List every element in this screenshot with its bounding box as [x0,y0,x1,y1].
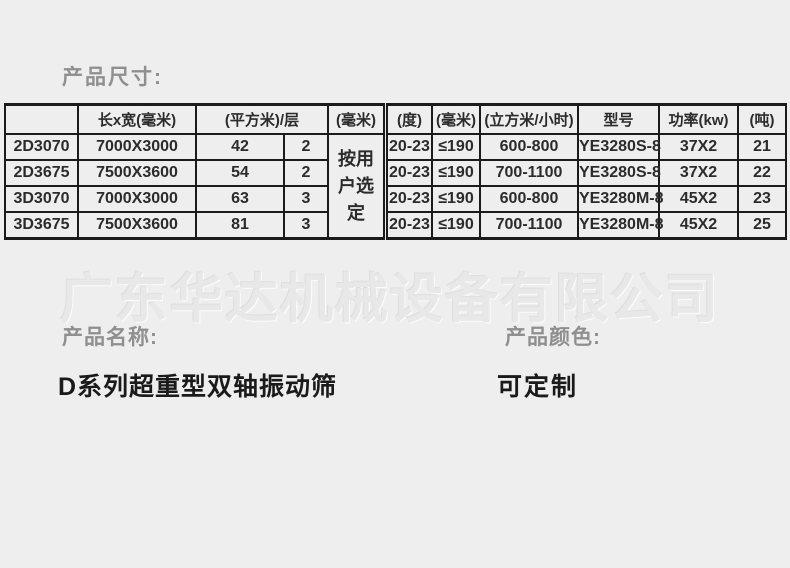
cell-weight: 25 [737,211,787,240]
cell-amplitude: ≤190 [431,185,481,213]
cell-power: 37X2 [658,133,739,161]
cell-size: 7000X3000 [77,185,197,213]
cell-layers: 3 [282,185,330,213]
cell-size: 7500X3600 [77,211,197,240]
table-row: 3D3070 7000X3000 63 3 [4,185,384,213]
header-row: (度) (毫米) (立方米/小时) 型号 功率(kw) (吨) [386,103,787,135]
product-color-value: 可定制 [497,373,579,401]
table-row: 20-23 ≤190 700-1100 YE3280M-8 45X2 25 [386,211,787,240]
spec-tables-area: 长x宽(毫米) (平方米)/层 (毫米) 2D3070 7000X3000 42 2 按… [4,103,787,243]
cell-motor: YE3280M-8 [577,211,664,240]
cell-model: 2D3070 [4,133,79,161]
col-header-amplitude: (毫米) [431,103,481,135]
col-header-model [4,103,79,135]
cell-angle: 20-23 [386,211,433,240]
cell-motor: YE3280M-8 [577,185,664,213]
cell-model: 3D3070 [4,185,79,213]
cell-power: 45X2 [658,185,739,213]
cell-capacity: 700-1100 [479,159,579,187]
cell-model: 2D3675 [4,159,79,187]
cell-area: 54 [195,159,285,187]
cell-amplitude: ≤190 [431,159,481,187]
header-row: 长x宽(毫米) (平方米)/层 (毫米) [4,103,386,135]
col-header-power: 功率(kw) [658,103,739,135]
cell-capacity: 600-800 [479,185,579,213]
cell-power: 45X2 [658,211,739,240]
table-row: 2D3675 7500X3600 54 2 [4,159,384,187]
cell-capacity: 600-800 [479,133,579,161]
product-color-label: 产品颜色: [505,326,601,349]
col-header-area-layers: (平方米)/层 [194,103,330,135]
cell-layers: 3 [282,211,330,240]
cell-motor: YE3280S-8 [577,133,661,161]
cell-power: 37X2 [658,159,739,187]
col-header-capacity: (立方米/小时) [479,103,579,135]
cell-capacity: 700-1100 [479,211,579,240]
cell-amplitude: ≤190 [431,211,481,240]
cell-user-note: 按用户选定 [327,133,386,240]
product-name-label: 产品名称: [62,326,158,349]
cell-area: 63 [195,185,285,213]
cell-size: 7000X3000 [77,133,197,161]
cell-area: 42 [195,133,285,161]
cell-weight: 23 [737,185,787,213]
product-name-value: D系列超重型双轴振动筛 [58,373,338,401]
cell-motor: YE3280S-8 [577,159,661,187]
spec-table-right: (度) (毫米) (立方米/小时) 型号 功率(kw) (吨) 20-23 ≤19… [386,103,787,240]
cell-weight: 21 [737,133,787,161]
cell-layers: 2 [282,159,330,187]
table-row: 2D3070 7000X3000 42 2 按用户选定 [4,133,386,240]
cell-angle: 20-23 [386,185,433,213]
spec-table-left: 长x宽(毫米) (平方米)/层 (毫米) 2D3070 7000X3000 42 2 按… [4,103,386,240]
col-header-motor-model: 型号 [577,103,660,135]
watermark-text: 广东华达机械设备有限公司 [60,270,720,329]
page-title: 产品尺寸: [62,66,163,89]
table-row: 3D3675 7500X3600 81 3 [4,211,384,240]
table-row: 20-23 ≤190 700-1100 YE3280S-8 37X2 22 [386,159,787,187]
table-row: 20-23 ≤190 600-800 YE3280S-8 37X2 21 [386,133,787,161]
col-header-mm: (毫米) [327,103,386,135]
cell-weight: 22 [737,159,787,187]
table-row: 20-23 ≤190 600-800 YE3280M-8 45X2 23 [386,185,787,213]
col-header-degree: (度) [386,103,433,135]
cell-size: 7500X3600 [77,159,197,187]
cell-area: 81 [195,211,285,240]
cell-model: 3D3675 [4,211,79,240]
cell-amplitude: ≤190 [431,133,481,161]
col-header-weight: (吨) [737,103,787,135]
col-header-size: 长x宽(毫米) [77,103,197,135]
cell-angle: 20-23 [386,133,433,161]
cell-layers: 2 [282,133,330,161]
cell-angle: 20-23 [386,159,433,187]
